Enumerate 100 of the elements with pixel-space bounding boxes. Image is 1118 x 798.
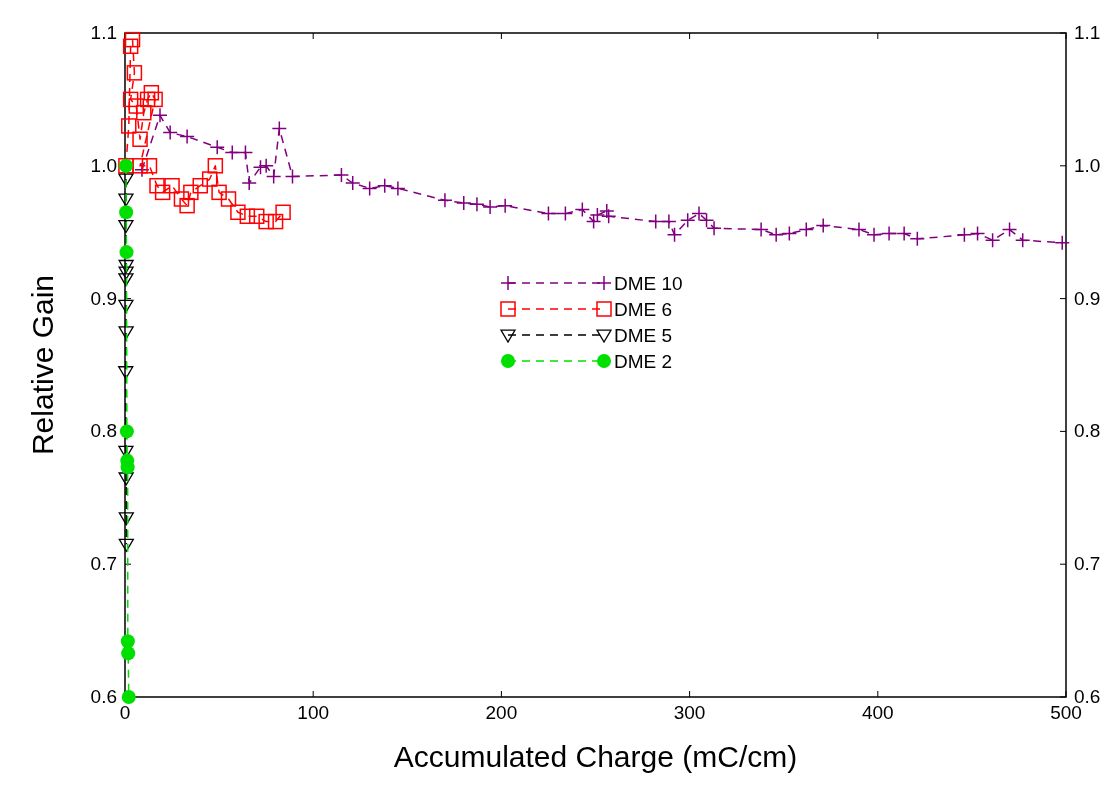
- point: [162, 124, 178, 141]
- point: [173, 191, 190, 207]
- point: [143, 85, 160, 101]
- y2-tick-label: 1.1: [1074, 22, 1101, 43]
- point: [149, 177, 165, 194]
- x-tick-label: 200: [485, 702, 518, 723]
- point: [815, 217, 831, 234]
- point: [798, 221, 815, 238]
- point: [141, 158, 158, 174]
- point: [120, 634, 135, 649]
- point: [984, 232, 1001, 248]
- point: [267, 213, 284, 230]
- y2-tick-label: 1.0: [1074, 154, 1101, 176]
- point: [179, 197, 195, 214]
- y-tick-label: 0.6: [90, 686, 117, 707]
- point: [118, 299, 134, 313]
- point: [179, 128, 195, 145]
- y2-tick-label: 0.8: [1074, 420, 1101, 442]
- point: [469, 196, 485, 213]
- point: [183, 184, 199, 201]
- point: [866, 227, 882, 243]
- point: [896, 225, 912, 242]
- point: [540, 205, 557, 222]
- point: [118, 259, 134, 274]
- point: [136, 104, 152, 121]
- y-tick-label: 0.8: [90, 420, 117, 442]
- point: [209, 139, 225, 155]
- point: [224, 144, 241, 161]
- y-tick-label: 0.7: [90, 553, 117, 575]
- point: [118, 326, 134, 340]
- point: [1054, 235, 1070, 251]
- point: [881, 225, 897, 242]
- point: [599, 203, 615, 219]
- point: [126, 65, 143, 81]
- point: [134, 162, 150, 178]
- point: [164, 177, 180, 194]
- point: [258, 158, 274, 174]
- y-tick-label: 0.9: [90, 287, 117, 309]
- x-axis-title: Accumulated Charge (mC/cm): [393, 740, 798, 773]
- point: [956, 227, 973, 243]
- point: [147, 91, 163, 108]
- point: [118, 193, 134, 207]
- point: [132, 131, 148, 147]
- point: [220, 191, 237, 207]
- point: [201, 171, 218, 187]
- point: [437, 192, 453, 209]
- y-tick-label: 1.0: [90, 154, 117, 176]
- point: [482, 199, 498, 215]
- point: [121, 690, 136, 704]
- legend-label: DME 10: [614, 273, 683, 294]
- point: [557, 205, 574, 222]
- point: [781, 225, 798, 242]
- point: [207, 158, 224, 174]
- point: [1014, 232, 1031, 248]
- point: [585, 213, 602, 230]
- point: [118, 220, 134, 234]
- point: [237, 144, 254, 161]
- point: [248, 208, 265, 225]
- point: [753, 221, 769, 238]
- point: [265, 168, 282, 185]
- point: [119, 245, 134, 260]
- y2-tick-label: 0.7: [1074, 553, 1101, 575]
- point: [128, 98, 145, 114]
- point: [333, 167, 350, 183]
- point: [211, 184, 227, 201]
- point: [344, 175, 361, 191]
- point: [271, 120, 288, 137]
- point: [258, 213, 274, 230]
- point: [589, 207, 606, 223]
- point: [1001, 221, 1018, 238]
- point: [139, 91, 156, 108]
- point: [119, 205, 134, 220]
- x-tick-label: 300: [673, 702, 706, 723]
- point: [154, 184, 171, 201]
- point: [121, 646, 136, 661]
- point: [118, 366, 134, 380]
- point: [600, 208, 617, 225]
- point: [119, 424, 134, 439]
- point: [132, 158, 148, 174]
- point: [192, 177, 209, 194]
- point: [118, 273, 134, 287]
- point: [230, 204, 246, 221]
- y-tick-label: 1.1: [90, 22, 117, 43]
- point: [118, 173, 134, 187]
- legend-label: DME 6: [614, 299, 673, 320]
- point: [647, 213, 664, 230]
- point: [122, 38, 139, 55]
- point: [241, 175, 257, 191]
- x-tick-label: 0: [119, 702, 131, 723]
- x-tick-label: 100: [297, 702, 330, 723]
- legend-label: DME 2: [614, 351, 673, 372]
- point: [666, 227, 683, 243]
- point: [851, 221, 867, 238]
- point: [376, 177, 393, 194]
- point: [118, 512, 134, 526]
- point: [768, 227, 784, 243]
- point: [497, 197, 513, 214]
- point: [361, 180, 378, 197]
- point: [275, 204, 291, 221]
- point: [252, 159, 269, 175]
